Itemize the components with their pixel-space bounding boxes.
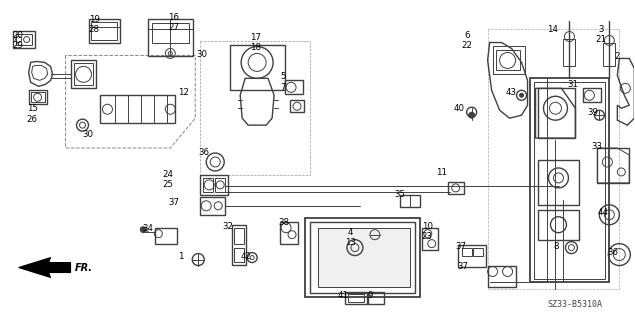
Text: 2: 2 <box>614 52 620 61</box>
Bar <box>30 92 44 102</box>
Text: 35: 35 <box>395 190 406 199</box>
Text: 10
23: 10 23 <box>422 222 433 241</box>
Bar <box>348 294 364 302</box>
Text: 40: 40 <box>453 104 465 113</box>
Bar <box>290 100 304 112</box>
Text: 31: 31 <box>568 80 578 89</box>
Bar <box>537 160 579 205</box>
Bar <box>16 34 32 45</box>
Bar <box>537 210 579 240</box>
Text: FR.: FR. <box>74 262 93 273</box>
Text: 43: 43 <box>505 88 517 97</box>
Polygon shape <box>18 258 70 277</box>
Bar <box>462 248 472 256</box>
Text: 8: 8 <box>554 242 559 251</box>
Bar <box>203 178 213 192</box>
Text: 33: 33 <box>591 142 603 151</box>
Text: 37: 37 <box>456 242 467 251</box>
Text: 5
7: 5 7 <box>280 72 286 92</box>
Bar <box>488 266 516 287</box>
Bar <box>458 244 486 267</box>
Bar <box>13 31 35 49</box>
Bar <box>305 218 420 297</box>
Bar <box>215 178 225 192</box>
Bar <box>310 222 415 293</box>
Bar <box>448 182 464 194</box>
Bar <box>285 80 303 94</box>
Text: 9: 9 <box>368 292 373 300</box>
Text: 37: 37 <box>168 198 179 207</box>
Text: 24
25: 24 25 <box>163 170 173 189</box>
Bar <box>29 90 46 104</box>
Text: 17
18: 17 18 <box>250 33 261 52</box>
Bar <box>537 88 575 138</box>
Text: 32: 32 <box>222 222 233 231</box>
Bar <box>91 22 117 40</box>
Bar <box>200 197 225 215</box>
Text: 3
21: 3 21 <box>596 25 606 44</box>
Bar <box>368 292 384 304</box>
Text: 14: 14 <box>547 25 559 34</box>
Bar <box>152 23 189 43</box>
Bar <box>232 225 246 265</box>
Text: 19
28: 19 28 <box>88 15 100 34</box>
Text: 36: 36 <box>198 148 210 157</box>
Bar <box>345 292 367 304</box>
Bar <box>584 88 601 102</box>
Bar <box>318 228 410 287</box>
Text: 30: 30 <box>196 51 207 60</box>
Circle shape <box>140 227 147 233</box>
Circle shape <box>519 93 523 97</box>
Text: 6
22: 6 22 <box>462 31 472 50</box>
Bar <box>234 248 244 261</box>
Bar <box>234 228 244 244</box>
Bar <box>200 175 228 195</box>
Bar <box>530 78 610 283</box>
Bar <box>422 228 438 250</box>
Text: 36: 36 <box>607 248 618 257</box>
Bar <box>88 19 121 43</box>
Bar <box>493 46 525 74</box>
Circle shape <box>469 112 474 118</box>
Bar <box>100 95 175 123</box>
Bar <box>603 43 615 67</box>
Text: 12: 12 <box>178 88 189 97</box>
Text: 16
27: 16 27 <box>168 13 179 32</box>
Bar <box>563 38 575 67</box>
Bar <box>280 222 298 244</box>
Bar <box>156 228 177 244</box>
Text: SZ33-B5310A: SZ33-B5310A <box>547 300 603 309</box>
Text: 11: 11 <box>436 168 447 177</box>
Text: 34: 34 <box>142 224 154 233</box>
Text: 38: 38 <box>278 218 289 227</box>
Text: 20
29: 20 29 <box>13 31 23 50</box>
Text: 4
13: 4 13 <box>345 228 356 247</box>
Text: 37: 37 <box>458 261 469 270</box>
Text: 42: 42 <box>240 252 251 260</box>
Bar <box>598 148 629 183</box>
Bar <box>149 19 193 56</box>
Bar <box>74 63 93 85</box>
Text: 44: 44 <box>598 208 608 217</box>
Bar <box>231 45 285 90</box>
Text: 15
26: 15 26 <box>27 104 37 124</box>
Bar <box>400 195 420 207</box>
Bar <box>533 82 605 279</box>
Text: 30: 30 <box>83 130 93 139</box>
Text: 1: 1 <box>178 252 184 260</box>
Text: 39: 39 <box>587 108 598 117</box>
Text: 41: 41 <box>338 292 349 300</box>
Bar <box>472 248 483 256</box>
